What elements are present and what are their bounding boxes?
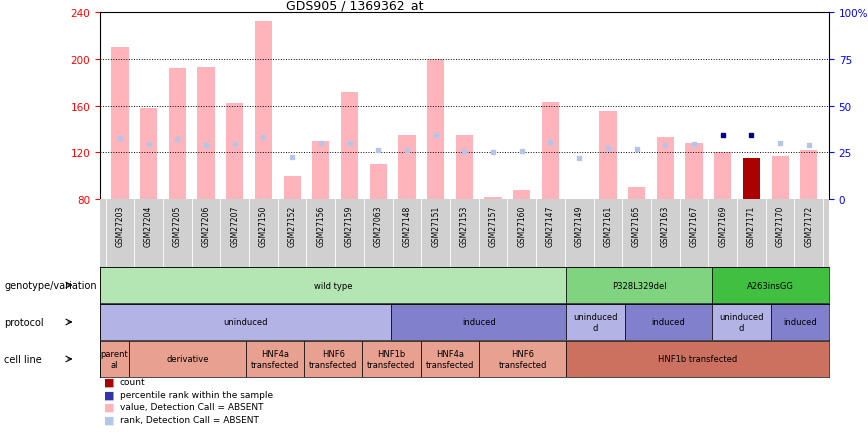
Text: count: count — [120, 378, 146, 386]
Text: cell line: cell line — [4, 354, 42, 364]
FancyBboxPatch shape — [362, 342, 421, 377]
Text: GSM27147: GSM27147 — [546, 205, 555, 247]
Bar — [370, 164, 387, 200]
Text: GSM27203: GSM27203 — [115, 205, 124, 247]
Text: parent
al: parent al — [101, 349, 128, 369]
FancyBboxPatch shape — [567, 342, 829, 377]
Text: GSM27161: GSM27161 — [603, 205, 613, 246]
FancyBboxPatch shape — [246, 342, 304, 377]
Text: ■: ■ — [104, 402, 115, 412]
Bar — [398, 135, 416, 200]
Text: P328L329del: P328L329del — [612, 281, 667, 290]
Text: GSM27063: GSM27063 — [374, 205, 383, 247]
Bar — [599, 112, 616, 200]
Text: GSM27152: GSM27152 — [287, 205, 297, 246]
Bar — [427, 59, 444, 200]
FancyBboxPatch shape — [567, 268, 713, 303]
Text: genotype/variation: genotype/variation — [4, 280, 97, 290]
Bar — [484, 197, 502, 200]
Text: protocol: protocol — [4, 317, 44, 327]
Text: GSM27157: GSM27157 — [489, 205, 497, 247]
FancyBboxPatch shape — [771, 305, 829, 340]
Text: GSM27148: GSM27148 — [403, 205, 411, 246]
Text: GSM27204: GSM27204 — [144, 205, 153, 247]
Text: induced: induced — [783, 318, 817, 327]
FancyBboxPatch shape — [304, 342, 362, 377]
Text: HNF1b
transfected: HNF1b transfected — [367, 349, 416, 369]
Text: derivative: derivative — [166, 355, 208, 364]
Text: HNF1b transfected: HNF1b transfected — [658, 355, 737, 364]
Text: uninduced
d: uninduced d — [574, 312, 618, 332]
Text: GSM27170: GSM27170 — [776, 205, 785, 247]
Text: uninduced: uninduced — [223, 318, 268, 327]
Text: induced: induced — [462, 318, 496, 327]
Text: GSM27172: GSM27172 — [805, 205, 813, 246]
Text: ■: ■ — [104, 377, 115, 387]
Text: wild type: wild type — [314, 281, 352, 290]
FancyBboxPatch shape — [100, 268, 567, 303]
Text: uninduced
d: uninduced d — [720, 312, 764, 332]
Text: GSM27153: GSM27153 — [460, 205, 469, 247]
FancyBboxPatch shape — [100, 305, 391, 340]
Text: GSM27167: GSM27167 — [689, 205, 699, 247]
Bar — [513, 190, 530, 200]
Bar — [168, 69, 186, 200]
Bar — [800, 151, 818, 200]
Bar — [456, 135, 473, 200]
Text: GSM27160: GSM27160 — [517, 205, 526, 247]
FancyBboxPatch shape — [100, 342, 129, 377]
Text: rank, Detection Call = ABSENT: rank, Detection Call = ABSENT — [120, 415, 259, 424]
Bar — [111, 48, 128, 200]
Text: GSM27171: GSM27171 — [747, 205, 756, 246]
Bar — [657, 138, 674, 200]
Bar — [628, 188, 645, 200]
Text: GSM27150: GSM27150 — [259, 205, 268, 247]
Text: GSM27151: GSM27151 — [431, 205, 440, 246]
Bar — [542, 103, 559, 200]
Bar — [772, 157, 789, 200]
Bar — [341, 92, 358, 200]
FancyBboxPatch shape — [129, 342, 246, 377]
Text: GSM27149: GSM27149 — [575, 205, 583, 247]
Text: GSM27169: GSM27169 — [718, 205, 727, 247]
Bar — [312, 141, 330, 200]
FancyBboxPatch shape — [421, 342, 479, 377]
Text: GSM27207: GSM27207 — [230, 205, 240, 247]
FancyBboxPatch shape — [713, 305, 771, 340]
Text: A263insGG: A263insGG — [747, 281, 794, 290]
Text: HNF4a
transfected: HNF4a transfected — [251, 349, 299, 369]
Text: induced: induced — [652, 318, 686, 327]
Text: ■: ■ — [104, 414, 115, 424]
Bar — [714, 153, 732, 200]
Bar — [140, 108, 157, 200]
Title: GDS905 / 1369362_at: GDS905 / 1369362_at — [286, 0, 424, 12]
FancyBboxPatch shape — [713, 268, 829, 303]
Bar — [686, 144, 702, 200]
Bar — [743, 159, 760, 200]
FancyBboxPatch shape — [567, 305, 625, 340]
Text: GSM27159: GSM27159 — [345, 205, 354, 247]
Text: GSM27156: GSM27156 — [316, 205, 326, 247]
Bar — [197, 68, 214, 200]
Text: value, Detection Call = ABSENT: value, Detection Call = ABSENT — [120, 402, 263, 411]
Text: HNF4a
transfected: HNF4a transfected — [425, 349, 474, 369]
Text: GSM27165: GSM27165 — [632, 205, 641, 247]
Text: ■: ■ — [104, 389, 115, 399]
FancyBboxPatch shape — [479, 342, 567, 377]
Text: HNF6
transfected: HNF6 transfected — [309, 349, 358, 369]
Bar — [227, 104, 243, 200]
Text: GSM27205: GSM27205 — [173, 205, 181, 247]
Bar — [284, 176, 300, 200]
Text: GSM27206: GSM27206 — [201, 205, 211, 247]
Text: GSM27163: GSM27163 — [661, 205, 670, 247]
Text: percentile rank within the sample: percentile rank within the sample — [120, 390, 273, 399]
FancyBboxPatch shape — [391, 305, 567, 340]
Bar — [255, 22, 272, 200]
Bar — [743, 159, 760, 200]
Text: HNF6
transfected: HNF6 transfected — [498, 349, 547, 369]
FancyBboxPatch shape — [625, 305, 713, 340]
